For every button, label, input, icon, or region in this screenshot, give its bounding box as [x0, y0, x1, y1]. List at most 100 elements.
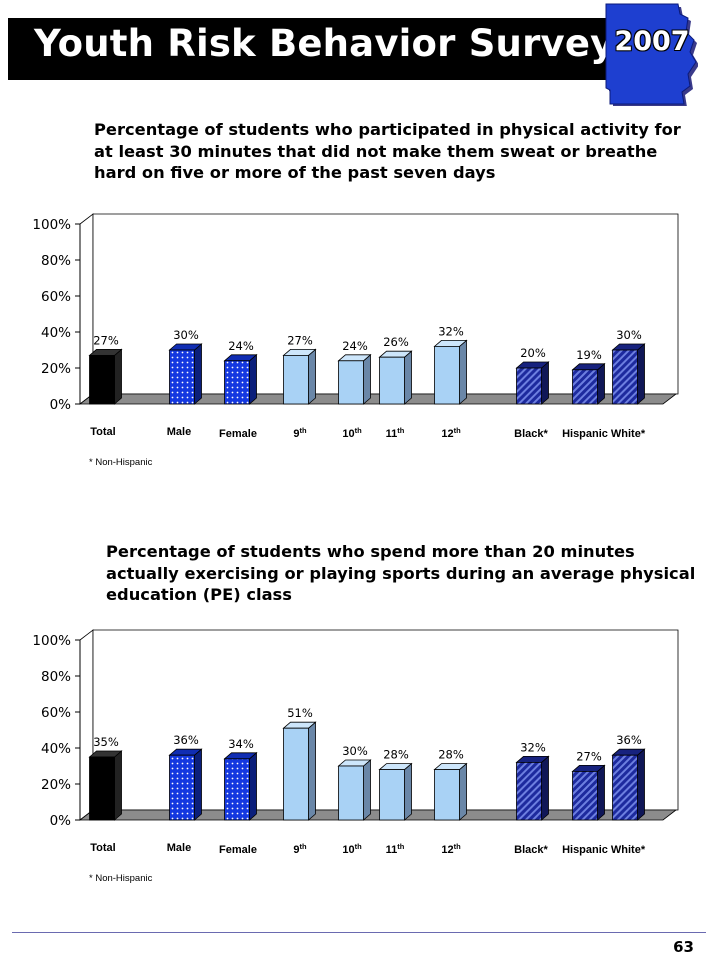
arkansas-state-icon — [605, 3, 698, 106]
year-badge: 2007 — [614, 26, 690, 57]
bar-11th — [378, 350, 413, 405]
bar-total — [88, 750, 123, 821]
bar-side — [114, 750, 122, 821]
x-label-9th: 9th — [293, 426, 307, 440]
bar-front — [169, 754, 195, 821]
x-label-white: White* — [611, 844, 646, 856]
value-label-black: 20% — [520, 346, 546, 360]
bar-front — [612, 754, 638, 821]
value-label-11th: 28% — [383, 748, 409, 762]
chart-1: 0% 20% 40% 60% 80% 100% 27% 30% 24% 27% 24% 26% 32% 2… — [32, 213, 679, 468]
value-label-10th: 30% — [342, 744, 368, 758]
page-number: 63 — [673, 938, 694, 956]
bar-white — [611, 748, 646, 821]
value-label-white: 30% — [616, 328, 642, 342]
bar-front — [516, 761, 542, 821]
y-tick-label: 80% — [41, 253, 71, 269]
bar-front — [434, 769, 460, 821]
bar-front — [612, 349, 638, 405]
bar-front — [89, 756, 115, 821]
bar-female — [223, 353, 258, 405]
x-label-hispanic: Hispanic — [562, 844, 608, 856]
chart-back-wall — [92, 213, 679, 395]
x-label-black: Black* — [514, 428, 548, 440]
bar-side — [249, 353, 257, 405]
bar-front — [283, 727, 309, 821]
value-label-hispanic: 27% — [576, 749, 602, 763]
value-label-12th: 32% — [438, 324, 464, 338]
y-tick-label: 60% — [41, 705, 71, 721]
bar-front — [338, 360, 364, 405]
bar-hispanic — [571, 362, 606, 405]
x-label-12th: 12th — [441, 842, 461, 856]
bar-white — [611, 343, 646, 405]
y-tick-label: 20% — [41, 777, 71, 793]
bar-10th — [337, 759, 372, 821]
bar-side — [597, 764, 605, 821]
footnote: * Non-Hispanic — [89, 873, 153, 884]
bar-11th — [378, 762, 413, 821]
bar-10th — [337, 353, 372, 405]
value-label-9th: 27% — [287, 333, 313, 347]
value-label-9th: 51% — [287, 706, 313, 720]
x-label-male: Male — [167, 426, 191, 438]
x-label-12th: 12th — [441, 426, 461, 440]
bar-front — [572, 770, 598, 821]
bar-side — [404, 762, 412, 821]
value-label-black: 32% — [520, 740, 546, 754]
value-label-total: 35% — [93, 735, 119, 749]
bar-12th — [433, 339, 468, 405]
value-label-12th: 28% — [438, 748, 464, 762]
bar-side — [459, 762, 467, 821]
bar-front — [224, 758, 250, 821]
bar-side — [541, 755, 549, 821]
x-label-white: White* — [611, 428, 646, 440]
chart-2-title: Percentage of students who spend more th… — [106, 542, 696, 604]
y-tick-label: 100% — [32, 217, 71, 233]
bar-black — [515, 755, 550, 821]
bar-front — [338, 765, 364, 821]
x-label-10th: 10th — [342, 842, 362, 856]
value-label-total: 27% — [93, 333, 119, 347]
bar-black — [515, 361, 550, 405]
value-label-10th: 24% — [342, 339, 368, 353]
value-label-female: 34% — [228, 737, 254, 751]
x-label-11th: 11th — [386, 426, 405, 440]
bar-side — [363, 353, 371, 405]
x-label-female: Female — [219, 844, 257, 856]
bar-front — [89, 354, 115, 405]
x-label-total: Total — [90, 842, 115, 854]
bar-side — [308, 721, 316, 821]
bar-front — [572, 369, 598, 405]
y-tick-label: 20% — [41, 361, 71, 377]
bar-front — [283, 354, 309, 405]
bar-side — [114, 348, 122, 405]
bar-side — [194, 343, 202, 405]
bar-front — [516, 367, 542, 405]
bar-9th — [282, 721, 317, 821]
y-tick-label: 0% — [50, 813, 72, 829]
bar-side — [541, 361, 549, 405]
value-label-11th: 26% — [383, 335, 409, 349]
bar-male — [168, 748, 203, 821]
bar-total — [88, 348, 123, 405]
bar-side — [404, 350, 412, 405]
y-tick-label: 80% — [41, 669, 71, 685]
bar-side — [249, 751, 257, 821]
bar-side — [194, 748, 202, 821]
x-label-10th: 10th — [342, 426, 362, 440]
y-tick-label: 40% — [41, 325, 71, 341]
value-label-hispanic: 19% — [576, 348, 602, 362]
x-label-total: Total — [90, 426, 115, 438]
bar-male — [168, 343, 203, 405]
y-tick-label: 60% — [41, 289, 71, 305]
bar-side — [637, 748, 645, 821]
y-tick-label: 0% — [50, 397, 72, 413]
bar-front — [379, 356, 405, 405]
bar-front — [224, 360, 250, 405]
x-label-9th: 9th — [293, 842, 307, 856]
x-label-11th: 11th — [386, 842, 405, 856]
bar-side — [308, 348, 316, 405]
bar-front — [169, 349, 195, 405]
bar-side — [637, 343, 645, 405]
